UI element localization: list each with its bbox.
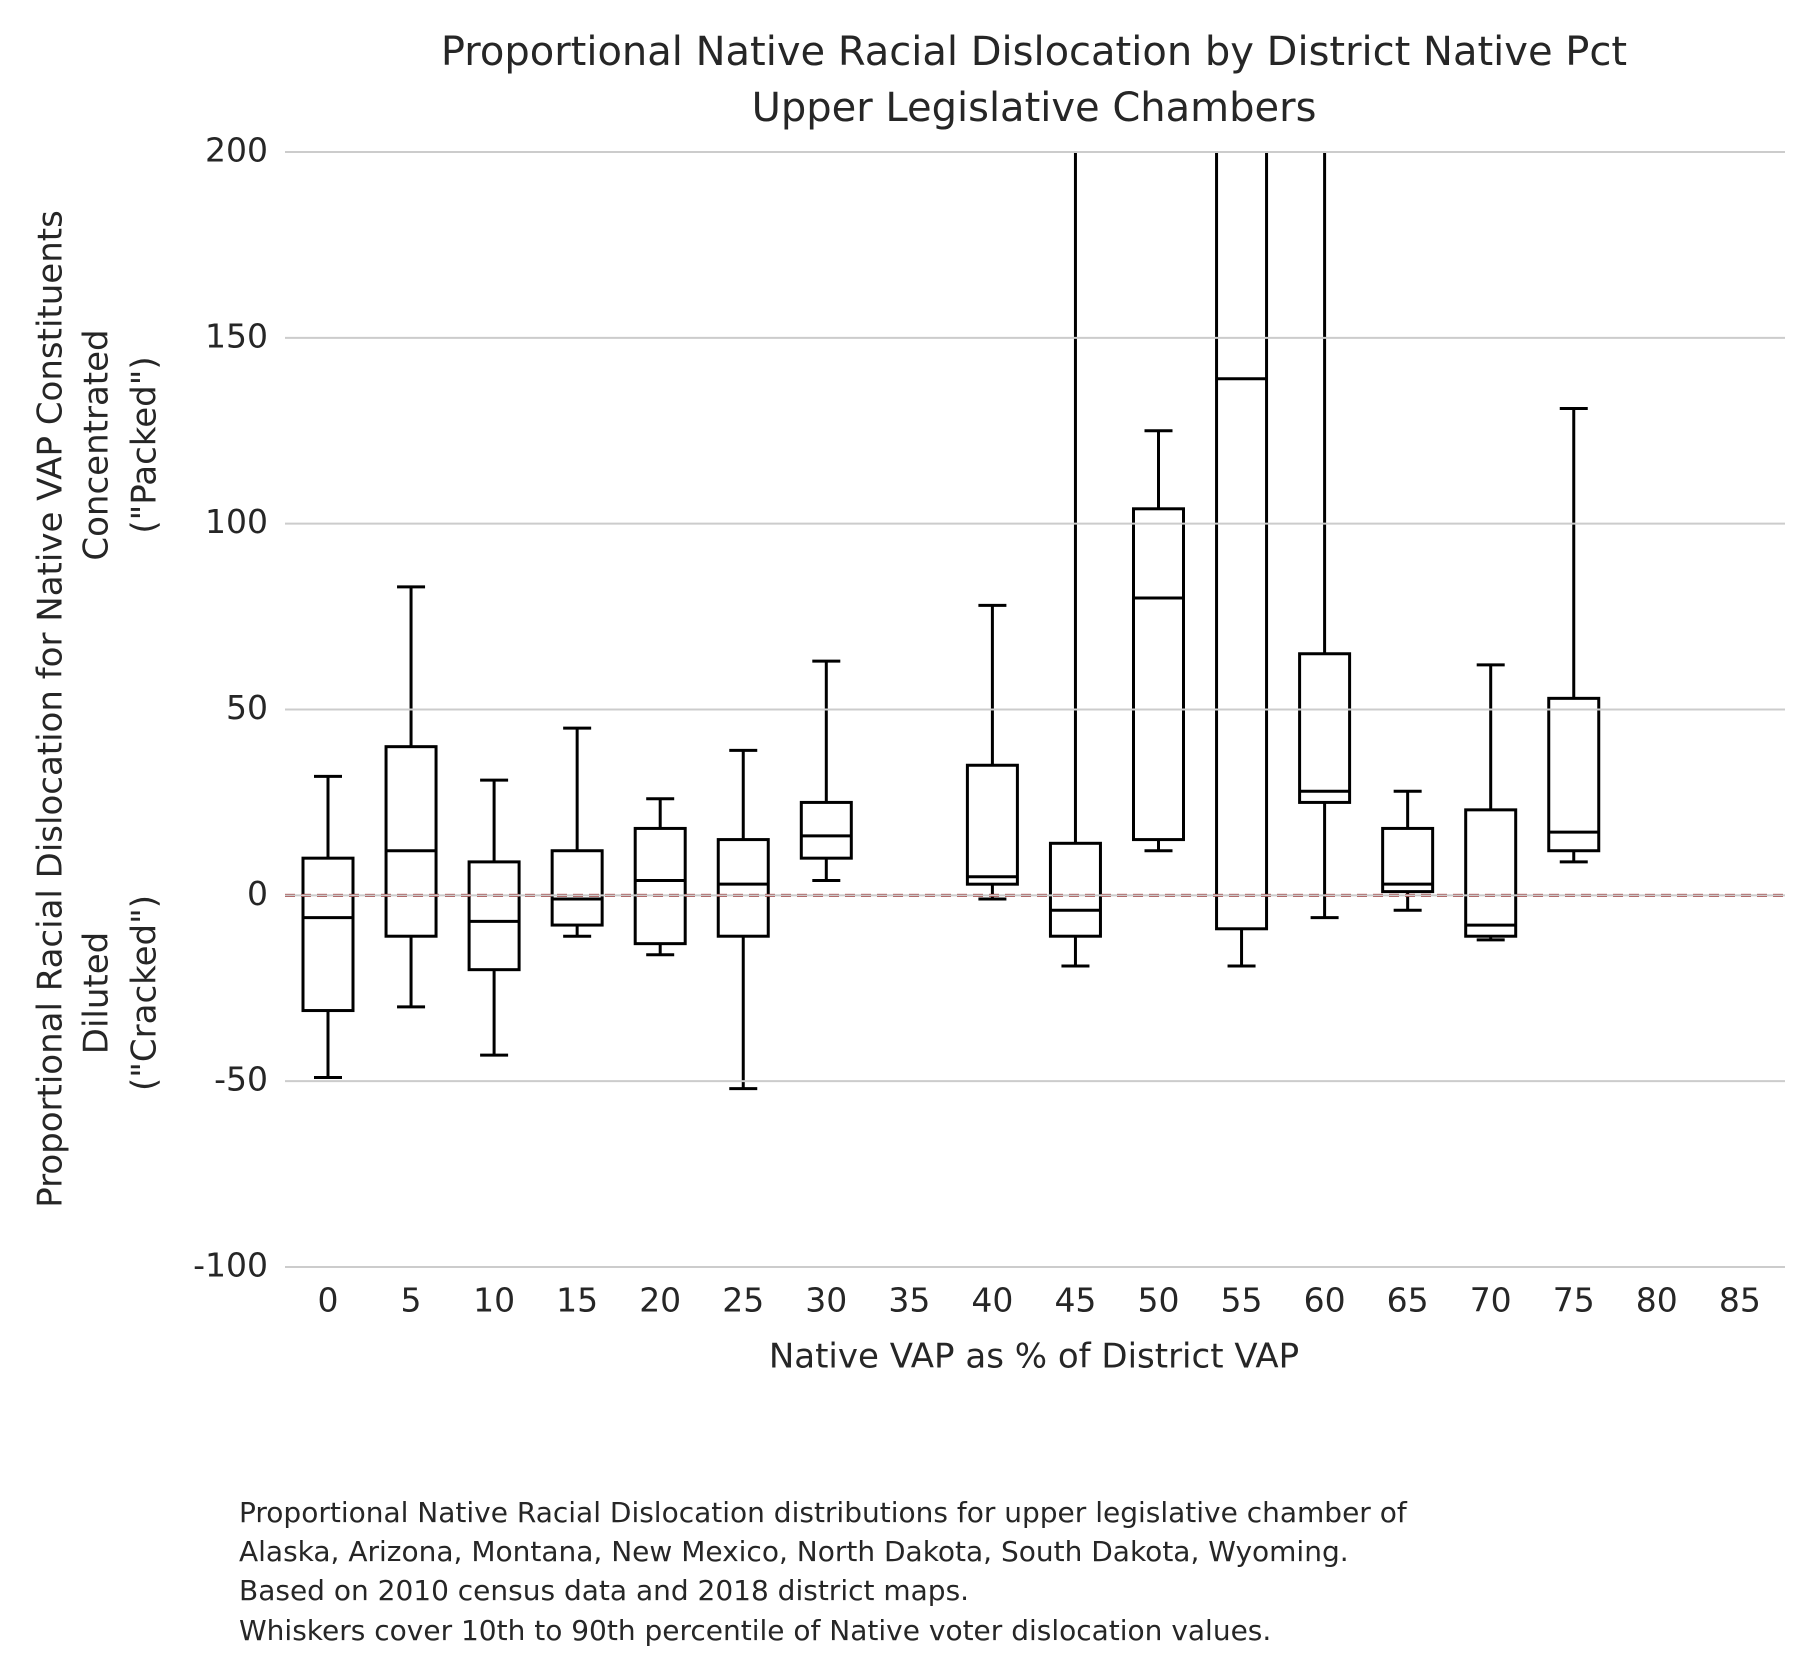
- x-tick-label: 40: [971, 1281, 1013, 1320]
- x-tick-label: 85: [1719, 1281, 1761, 1320]
- x-tick-label: 80: [1636, 1281, 1678, 1320]
- y-tick-label: 150: [205, 316, 268, 355]
- y-annotation: Diluted: [77, 932, 117, 1054]
- x-tick-label: 20: [639, 1281, 681, 1320]
- box: [1381, 826, 1435, 894]
- y-annotation: ("Cracked"): [125, 895, 165, 1091]
- box: [799, 800, 853, 860]
- box: [1298, 652, 1352, 804]
- x-tick-label: 50: [1138, 1281, 1180, 1320]
- box: [965, 763, 1019, 886]
- box: [301, 856, 355, 1013]
- x-tick-label: 0: [318, 1281, 339, 1320]
- box: [716, 838, 770, 938]
- caption: Alaska, Arizona, Montana, New Mexico, No…: [239, 1535, 1349, 1568]
- y-tick-label: 50: [226, 688, 268, 727]
- y-tick-label: -50: [214, 1060, 268, 1099]
- x-tick-label: 5: [401, 1281, 422, 1320]
- x-tick-label: 15: [556, 1281, 598, 1320]
- caption: Whiskers cover 10th to 90th percentile o…: [239, 1614, 1271, 1647]
- box: [1132, 507, 1185, 842]
- x-tick-label: 45: [1054, 1281, 1096, 1320]
- x-tick-label: 65: [1387, 1281, 1429, 1320]
- box: [1048, 841, 1102, 938]
- chart-title: Proportional Native Racial Dislocation b…: [441, 29, 1627, 75]
- y-annotation: ("Packed"): [125, 356, 165, 533]
- x-tick-label: 25: [722, 1281, 764, 1320]
- y-tick-label: -100: [193, 1246, 268, 1285]
- x-tick-label: 30: [805, 1281, 847, 1320]
- box: [1215, 152, 1269, 931]
- box: [633, 826, 687, 946]
- box: [467, 860, 521, 972]
- box: [1464, 808, 1518, 938]
- chart-subtitle: Upper Legislative Chambers: [752, 85, 1317, 131]
- x-tick-label: 55: [1221, 1281, 1263, 1320]
- x-tick-label: 60: [1304, 1281, 1346, 1320]
- y-tick-label: 200: [205, 131, 268, 170]
- y-tick-label: 100: [205, 502, 268, 541]
- box: [384, 745, 438, 938]
- box: [550, 849, 604, 927]
- x-tick-label: 70: [1470, 1281, 1512, 1320]
- x-tick-label: 35: [888, 1281, 930, 1320]
- y-tick-label: 0: [247, 874, 268, 913]
- x-tick-label: 10: [473, 1281, 515, 1320]
- plot-area: [285, 152, 1785, 1091]
- x-axis-label: Native VAP as % of District VAP: [769, 1337, 1299, 1377]
- caption: Proportional Native Racial Dislocation d…: [239, 1496, 1408, 1529]
- box: [1547, 696, 1601, 853]
- x-tick-label: 75: [1553, 1281, 1595, 1320]
- y-axis-label: Proportional Racial Dislocation for Nati…: [31, 210, 71, 1208]
- caption: Based on 2010 census data and 2018 distr…: [239, 1574, 969, 1607]
- y-annotation: Concentrated: [77, 329, 117, 560]
